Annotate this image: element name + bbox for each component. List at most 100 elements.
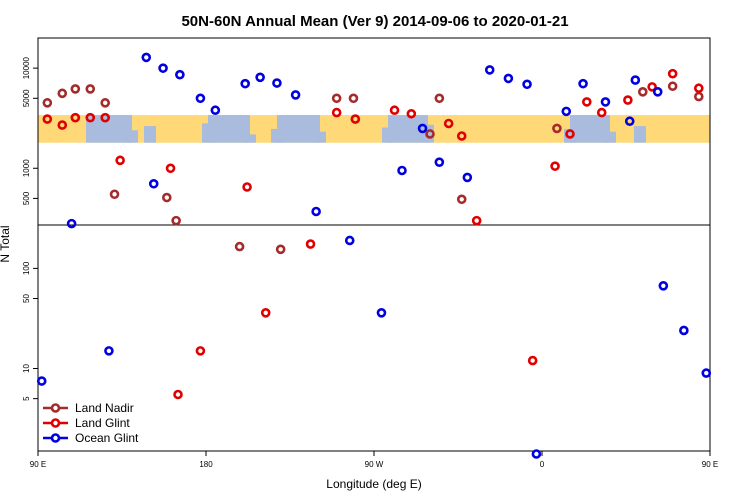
x-axis-label: Longitude (deg E) [326,477,421,491]
data-point [484,65,495,75]
data-point [550,161,560,171]
data-point [66,218,77,229]
data-point [171,215,181,226]
data-point [290,90,301,100]
data-point [162,192,172,203]
map-band-ocean [277,115,320,143]
map-band-coast [382,127,394,143]
data-point [552,123,562,134]
data-point [630,75,641,85]
data-point [462,172,473,183]
map-band-coast [271,128,283,143]
data-point [443,118,454,129]
data-point [272,78,282,88]
map-band-ocean [208,115,250,143]
data-point [210,105,221,116]
map-band-coast [314,131,326,143]
map-band-coast [202,123,214,143]
data-point [434,93,445,104]
y-tick-label: 1000 [22,159,31,177]
data-point [165,163,176,174]
data-point [623,95,633,105]
data-point [115,155,125,166]
data-point [350,114,361,124]
data-point [652,87,663,97]
data-point [434,157,445,167]
y-tick-label: 10000 [22,56,31,79]
y-axis-label: N Total [0,225,12,262]
data-point [331,93,342,104]
data-point [701,368,712,378]
data-point [57,88,68,99]
legend-marker [50,433,61,443]
data-point [331,107,342,118]
data-point [389,105,400,116]
data-point [456,131,467,141]
data-point [242,182,252,192]
data-point [148,178,159,189]
data-point [596,107,607,118]
data-point [376,308,387,318]
data-point [531,449,542,459]
data-point [36,376,47,386]
data-points [36,52,712,459]
data-point [104,346,114,356]
data-point [397,165,407,176]
map-band-ocean [388,115,428,143]
map-band-coast [604,131,616,143]
y-tick-label: 5000 [22,89,31,107]
y-axis: 5 10 50 100 500 1000 5000 10000 [22,56,38,401]
data-point [456,194,467,205]
data-point [240,78,250,89]
data-point [637,87,648,97]
data-point [527,355,538,366]
y-tick-label: 5 [22,396,31,401]
data-point [561,106,572,117]
data-point [173,389,183,400]
legend-marker [50,418,61,428]
data-point [581,97,592,107]
data-point [85,84,96,94]
chart-title: 50N-60N Annual Mean (Ver 9) 2014-09-06 t… [181,13,568,30]
data-point [70,112,81,123]
data-point [348,93,359,104]
data-point [175,69,185,80]
map-band-coast [244,134,256,143]
data-point [624,116,635,127]
data-point [85,112,96,123]
y-tick-label: 10 [22,364,31,373]
series-ocean-glint [36,52,712,459]
x-tick-label: 180 [199,460,213,469]
map-band-coast [634,126,646,143]
data-point [658,280,669,291]
data-point [471,215,482,226]
x-axis: 90 E 180 90 W 0 90 E [30,451,718,469]
x-tick-label: 90 E [702,460,718,469]
data-point [667,68,678,79]
y-tick-label: 500 [22,191,31,205]
y-tick-label: 100 [22,261,31,275]
map-band-coast [144,126,156,143]
data-point [406,108,417,119]
data-point [195,346,206,356]
data-point [522,79,532,90]
data-point [234,241,245,252]
data-point [141,52,152,63]
legend-label: Land Nadir [75,401,134,415]
data-point [305,239,316,249]
data-point [100,112,110,123]
map-band-coast [126,130,138,143]
map-band [38,115,710,143]
legend-label: Ocean Glint [75,431,139,445]
x-tick-label: 0 [540,460,545,469]
data-point [42,114,53,124]
x-tick-label: 90 W [365,460,384,469]
data-point [693,91,704,102]
legend-marker [50,403,61,413]
data-point [255,72,265,83]
data-point [679,325,689,336]
data-point [109,189,120,200]
x-tick-label: 90 E [30,460,46,469]
series-land-glint [42,68,704,400]
